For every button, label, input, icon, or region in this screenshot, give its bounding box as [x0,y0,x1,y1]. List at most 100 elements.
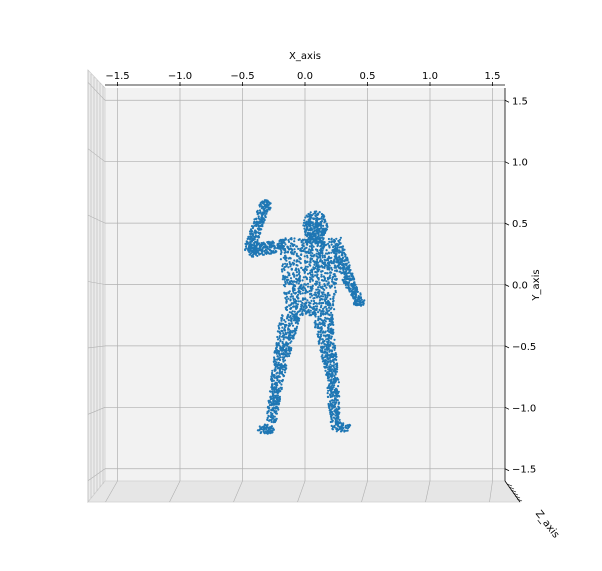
data-point [309,280,312,283]
data-point [334,363,337,366]
data-point [286,281,289,284]
data-point [298,278,301,281]
data-point [307,251,310,255]
data-point [260,249,263,252]
data-point [325,272,329,275]
data-point [270,420,273,423]
data-point [321,254,324,257]
data-point [281,348,284,351]
data-point [329,382,333,385]
data-point [317,278,320,281]
data-point [321,360,324,363]
data-point [329,341,332,344]
data-point [283,368,286,372]
data-point [326,386,329,390]
data-point [327,337,330,340]
data-point [306,265,309,268]
data-point [327,291,330,295]
data-point [350,283,353,287]
data-point [307,224,310,227]
data-point [308,289,311,293]
data-point [338,426,341,429]
data-point [280,245,283,248]
data-point [333,241,336,244]
data-point [327,404,330,407]
data-point [279,239,282,242]
data-point [310,294,314,297]
data-point [329,297,332,301]
data-point [305,229,308,232]
data-point [283,291,286,294]
data-point [336,417,339,420]
data-point [331,384,334,387]
x-tick-label: −1.5 [105,71,129,82]
data-point [272,399,275,402]
data-point [322,323,325,326]
data-point [301,239,304,242]
data-point [311,312,314,315]
data-point [335,269,338,272]
data-point [334,269,337,272]
data-point [319,349,322,352]
data-point [316,267,319,270]
data-point [318,265,322,268]
data-point [261,217,264,220]
data-point [332,297,335,300]
data-point [302,242,305,245]
data-point [315,296,319,299]
data-point [299,262,302,265]
data-point [270,244,273,247]
data-point [270,416,273,419]
data-point [348,423,351,426]
data-point [264,214,267,217]
data-point [314,319,317,323]
data-point [277,402,281,405]
data-point [337,381,340,384]
data-point [323,242,326,245]
data-point [291,334,294,337]
data-point [279,368,282,371]
data-point [334,289,337,292]
data-point [306,231,310,234]
data-point [287,247,290,250]
data-point [314,274,317,277]
data-point [349,272,352,275]
data-point [338,238,342,241]
data-point [331,317,334,321]
x-floor-gridline [425,480,431,503]
data-point [263,207,266,210]
data-point [331,381,334,385]
data-point [331,399,334,402]
data-point [327,237,330,241]
data-point [278,357,281,360]
data-point [345,286,348,289]
data-point [324,348,327,351]
data-point [337,406,340,409]
data-point [305,234,308,237]
data-point [320,297,323,300]
data-point [325,307,328,310]
data-point [331,268,334,271]
data-point [283,323,286,326]
data-point [289,314,292,318]
data-point [325,286,328,289]
data-point [283,349,286,352]
data-point [295,325,299,328]
data-point [314,282,317,285]
y-tick-label: 0.5 [512,219,528,230]
data-point [318,260,322,263]
data-point [265,425,268,428]
data-point [272,374,275,377]
y-tick-mark [504,406,510,410]
data-point [272,421,275,424]
data-point [245,240,248,243]
data-point [327,317,330,320]
data-point [351,285,354,288]
data-point [306,311,309,314]
data-point [302,276,305,279]
data-point [340,272,343,275]
data-point [271,388,275,391]
data-point [317,294,320,298]
data-point [339,260,343,263]
data-point [336,364,339,367]
